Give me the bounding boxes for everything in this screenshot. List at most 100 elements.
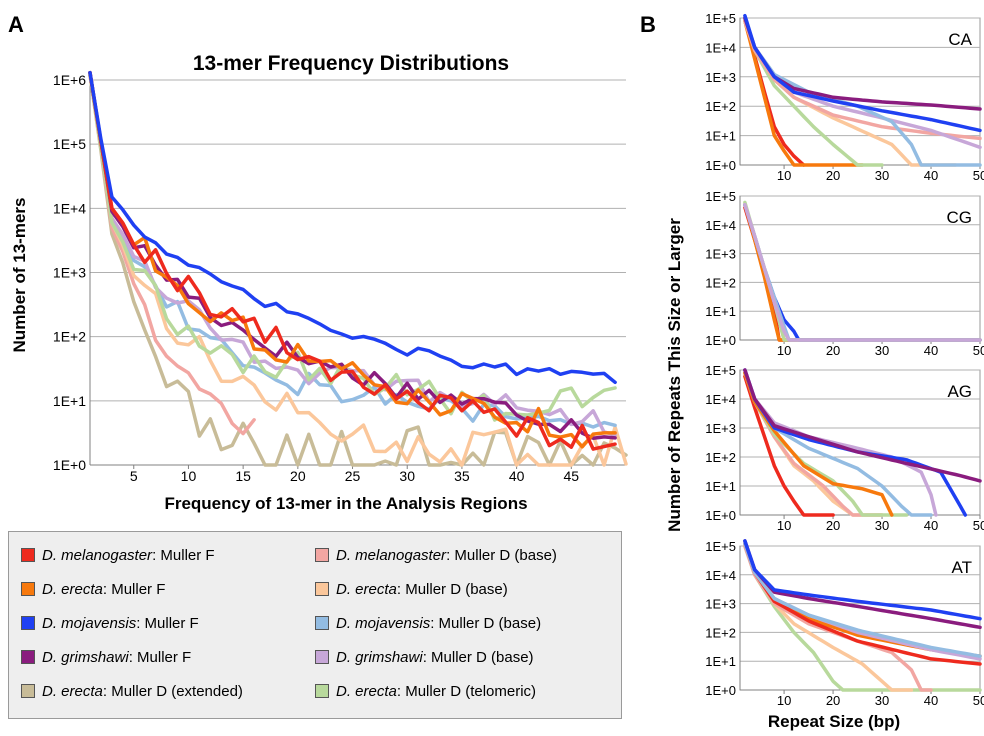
x-tick-label: 50 (973, 518, 984, 533)
legend-item: D. grimshawi: Muller F (21, 645, 191, 669)
legend-swatch (315, 684, 329, 698)
legend-species: D. melanogaster (336, 546, 447, 564)
x-tick-label: 5 (130, 468, 138, 484)
y-tick-label: 1E+3 (53, 265, 86, 281)
x-tick-label: 40 (509, 468, 525, 484)
legend-swatch (315, 548, 329, 562)
x-tick-label: 20 (826, 343, 840, 358)
legend-species: D. grimshawi (42, 648, 129, 666)
x-tick-label: 40 (924, 518, 938, 533)
legend-swatch (315, 616, 329, 630)
x-tick-label: 10 (777, 343, 791, 358)
x-tick-label: 50 (973, 693, 984, 708)
legend-item: D. erecta: Muller D (telomeric) (315, 679, 536, 703)
y-tick-label: 1E+6 (53, 72, 86, 88)
legend-item: D. grimshawi: Muller D (base) (315, 645, 534, 669)
legend-swatch (315, 582, 329, 596)
legend-item: D. mojavensis: Muller F (21, 611, 199, 635)
series-line-gri_D (743, 368, 938, 517)
series-line-gri_D (743, 202, 982, 342)
x-tick-label: 30 (399, 468, 415, 484)
panel-label-cg: CG (947, 208, 973, 227)
legend-desc: : Muller D (base) (446, 546, 557, 564)
x-tick-label: 40 (924, 343, 938, 358)
panel-a-label: A (8, 12, 24, 37)
series-line-gri_F (743, 539, 982, 630)
legend-item: D. mojavensis: Muller D (base) (315, 611, 541, 635)
series-line-ere_D (88, 73, 628, 467)
y-tick-label: 1E+4 (705, 40, 736, 55)
y-tick-label: 1E+2 (705, 275, 736, 290)
y-tick-label: 1E+2 (705, 625, 736, 640)
chart-b-repeat-size: Number of Repeats This Size or Larger Re… (665, 11, 984, 731)
legend-item: D. erecta: Muller D (extended) (21, 679, 243, 703)
x-tick-label: 10 (777, 518, 791, 533)
legend-species: D. erecta (336, 580, 397, 598)
legend-species: D. mojavensis (336, 614, 431, 632)
legend-item: D. erecta: Muller F (21, 577, 165, 601)
y-tick-label: 1E+0 (705, 333, 736, 348)
x-tick-label: 10 (777, 693, 791, 708)
y-tick-label: 1E+3 (705, 597, 736, 612)
plot-frame (739, 545, 981, 691)
legend-swatch (21, 650, 35, 664)
legend-desc: : Muller F (152, 546, 215, 564)
panel-label-ag: AG (947, 382, 972, 401)
chart-b-ylabel: Number of Repeats This Size or Larger (665, 218, 684, 532)
series-line-ere_F (743, 19, 865, 167)
series-line-ere_ext (88, 73, 628, 467)
legend-desc: : Muller D (base) (396, 580, 508, 598)
legend-species: D. melanogaster (42, 546, 153, 564)
series-line-mel_D (88, 73, 256, 436)
y-tick-label: 1E+5 (705, 539, 736, 554)
plot-frame (739, 369, 981, 516)
legend-swatch (21, 548, 35, 562)
y-tick-label: 1E+0 (705, 508, 736, 523)
legend: D. melanogaster: Muller F D. melanogaste… (8, 531, 622, 719)
series-line-mel_F (88, 70, 617, 451)
x-tick-label: 30 (875, 518, 889, 533)
x-tick-label: 35 (454, 468, 470, 484)
x-tick-label: 25 (345, 468, 361, 484)
x-tick-label: 20 (826, 518, 840, 533)
y-tick-label: 1E+4 (705, 568, 736, 583)
legend-item: D. melanogaster: Muller D (base) (315, 543, 557, 567)
series-line-ere_F (88, 70, 617, 449)
y-tick-label: 1E+5 (705, 363, 736, 378)
legend-desc: : Muller F (102, 580, 166, 598)
legend-item: D. erecta: Muller D (base) (315, 577, 508, 601)
legend-species: D. grimshawi (336, 648, 423, 666)
chart-a-title: 13-mer Frequency Distributions (193, 52, 509, 75)
series-line-gri_F (743, 368, 982, 483)
legend-swatch (315, 650, 329, 664)
x-tick-label: 50 (973, 168, 984, 183)
series-line-mel_F (743, 541, 982, 666)
panel-ca: 1E+0 1E+1 1E+2 1E+3 1E+4 1E+5 10 20 30 40 50 CA (705, 11, 984, 183)
legend-desc: : Muller F (128, 648, 192, 666)
y-tick-label: 1E+1 (705, 479, 736, 494)
panel-label-ca: CA (948, 30, 972, 49)
legend-species: D. erecta (336, 682, 397, 700)
legend-species: D. mojavensis (42, 614, 137, 632)
y-tick-label: 1E+1 (53, 393, 86, 409)
legend-species: D. erecta (42, 682, 103, 700)
x-tick-label: 40 (924, 168, 938, 183)
series-line-ere_tel (743, 19, 884, 167)
panel-b-label: B (640, 12, 656, 37)
legend-desc: : Muller D (base) (422, 648, 534, 666)
chart-b-xlabel: Repeat Size (bp) (768, 712, 900, 731)
y-tick-label: 1E+1 (705, 304, 736, 319)
x-tick-label: 45 (564, 468, 580, 484)
series-line-ere_D (743, 19, 958, 167)
y-tick-label: 1E+1 (705, 654, 736, 669)
series-line-ere_D (743, 544, 914, 692)
y-tick-label: 1E+0 (705, 683, 736, 698)
series-line-mel_F (743, 374, 835, 517)
x-tick-label: 15 (235, 468, 251, 484)
legend-swatch (21, 616, 35, 630)
series-line-moj_D (743, 541, 982, 658)
y-tick-label: 1E+2 (705, 450, 736, 465)
x-tick-label: 30 (875, 343, 889, 358)
series-line-ere_tel (88, 73, 617, 422)
y-tick-label: 1E+5 (705, 189, 736, 204)
